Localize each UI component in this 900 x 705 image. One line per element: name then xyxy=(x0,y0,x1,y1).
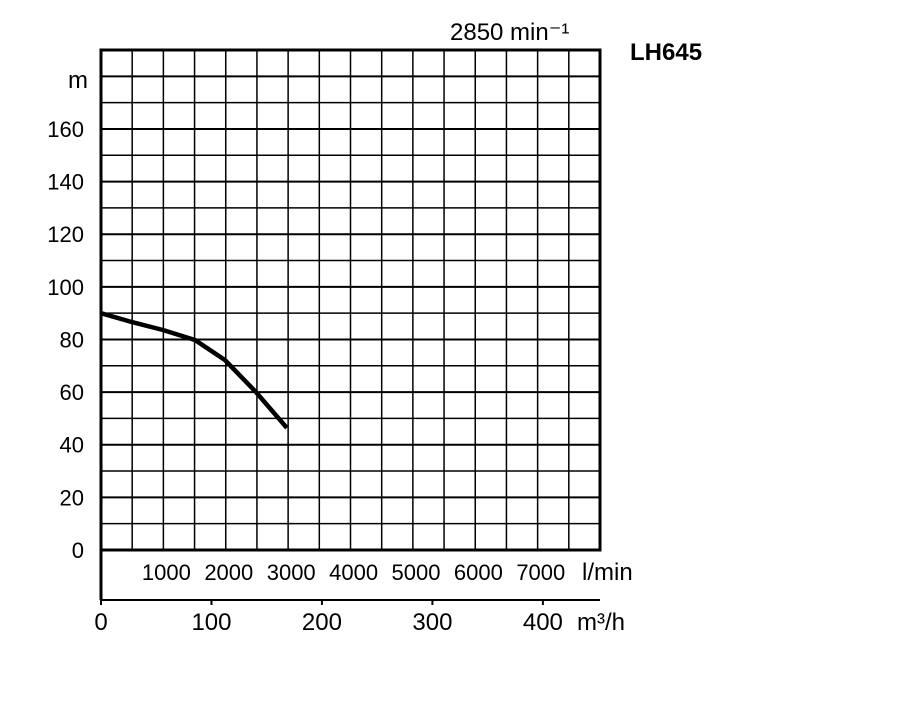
y-tick-label: 60 xyxy=(60,380,84,405)
y-tick-label: 100 xyxy=(47,275,84,300)
x-tick-label: 300 xyxy=(412,609,452,636)
x2-axis-label: l/min xyxy=(582,559,633,586)
x2-tick-label: 5000 xyxy=(392,560,441,585)
x-tick-label: 400 xyxy=(523,609,563,636)
x2-tick-label: 7000 xyxy=(516,560,565,585)
y-tick-label: 40 xyxy=(60,433,84,458)
y-tick-label: 140 xyxy=(47,170,84,195)
y-tick-label: 80 xyxy=(60,327,84,352)
x-tick-label: 100 xyxy=(191,609,231,636)
y-tick-label: 160 xyxy=(47,117,84,142)
x2-tick-label: 6000 xyxy=(454,560,503,585)
x2-tick-label: 2000 xyxy=(204,560,253,585)
model-title: LH645 xyxy=(630,39,702,66)
x2-tick-label: 3000 xyxy=(267,560,316,585)
speed-subtitle: 2850 min⁻¹ xyxy=(450,19,569,46)
x2-tick-label: 4000 xyxy=(329,560,378,585)
y-tick-label: 120 xyxy=(47,222,84,247)
y-axis-label: m xyxy=(68,67,88,94)
x-tick-label: 200 xyxy=(302,609,342,636)
y-tick-label: 0 xyxy=(72,538,84,563)
x-axis-label: m³/h xyxy=(577,609,625,636)
y-tick-label: 20 xyxy=(60,485,84,510)
x2-tick-label: 1000 xyxy=(142,560,191,585)
x-tick-label: 0 xyxy=(94,609,107,636)
